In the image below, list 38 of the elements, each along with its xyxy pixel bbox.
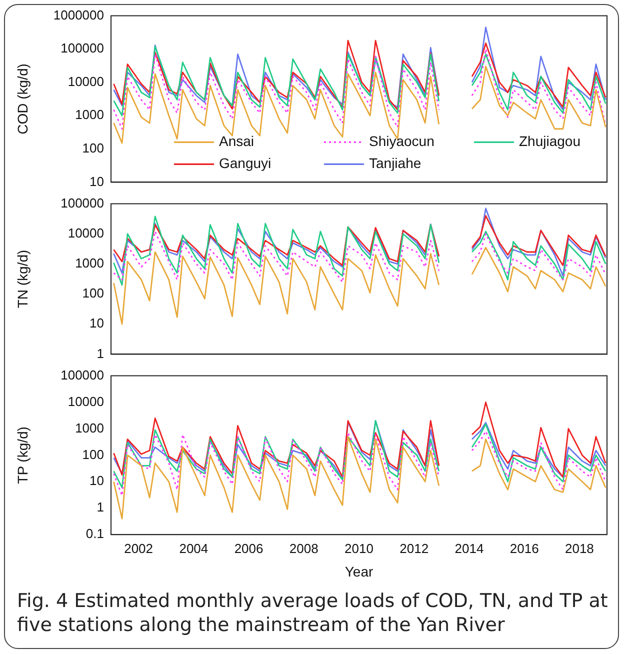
- y-tick-label: 10: [90, 174, 104, 189]
- x-tick-label: 2016: [510, 540, 539, 556]
- legend-label: Ansai: [219, 133, 254, 150]
- x-tick-label: 2010: [344, 540, 374, 556]
- x-tick-label: 2008: [289, 540, 318, 556]
- y-tick-label: 100000: [60, 367, 104, 382]
- caption: Fig. 4 Estimated monthly average loads of COD, TN, and TP at five stations along the mainstream of the Yan River: [17, 589, 609, 637]
- x-tick-label: 2002: [124, 540, 154, 556]
- y-tick-label: 0.1: [86, 526, 104, 542]
- y-tick-label: 1000: [75, 420, 104, 436]
- x-tick-label: 2018: [564, 540, 594, 556]
- y-tick-label: 100: [82, 286, 104, 301]
- legend-label: Zhujiagou: [519, 133, 580, 150]
- y-tick-label: 10000: [68, 74, 104, 89]
- y-tick-label: 1000000: [53, 7, 104, 22]
- legend-label: Tanjiahe: [369, 155, 422, 172]
- y-tick-label: 1000: [75, 256, 104, 271]
- y-tick-label: 10: [90, 316, 104, 331]
- legend-label: Ganguyi: [219, 155, 272, 172]
- y-tick-label: 1: [96, 500, 104, 515]
- y-tick-label: 100000: [60, 40, 104, 56]
- y-axis-title: TP (kg/d): [14, 426, 30, 484]
- y-axis-title: COD (kg/d): [14, 64, 30, 134]
- y-tick-label: 1000: [75, 107, 104, 122]
- y-tick-label: 10000: [68, 225, 104, 240]
- y-axis-title: TN (kg/d): [14, 250, 30, 308]
- x-tick-label: 2014: [454, 540, 484, 556]
- y-tick-label: 100000: [60, 195, 104, 210]
- legend-label: Shiyaocun: [369, 133, 434, 150]
- x-tick-label: 2012: [400, 540, 429, 556]
- y-tick-label: 10000: [68, 394, 104, 409]
- x-tick-label: 2006: [234, 540, 264, 556]
- y-tick-label: 1: [96, 346, 104, 361]
- y-tick-label: 100: [82, 140, 104, 156]
- x-tick-label: 2004: [179, 540, 208, 556]
- y-tick-label: 10: [90, 473, 104, 488]
- x-axis-title: Year: [344, 563, 374, 580]
- y-tick-label: 100: [82, 446, 104, 462]
